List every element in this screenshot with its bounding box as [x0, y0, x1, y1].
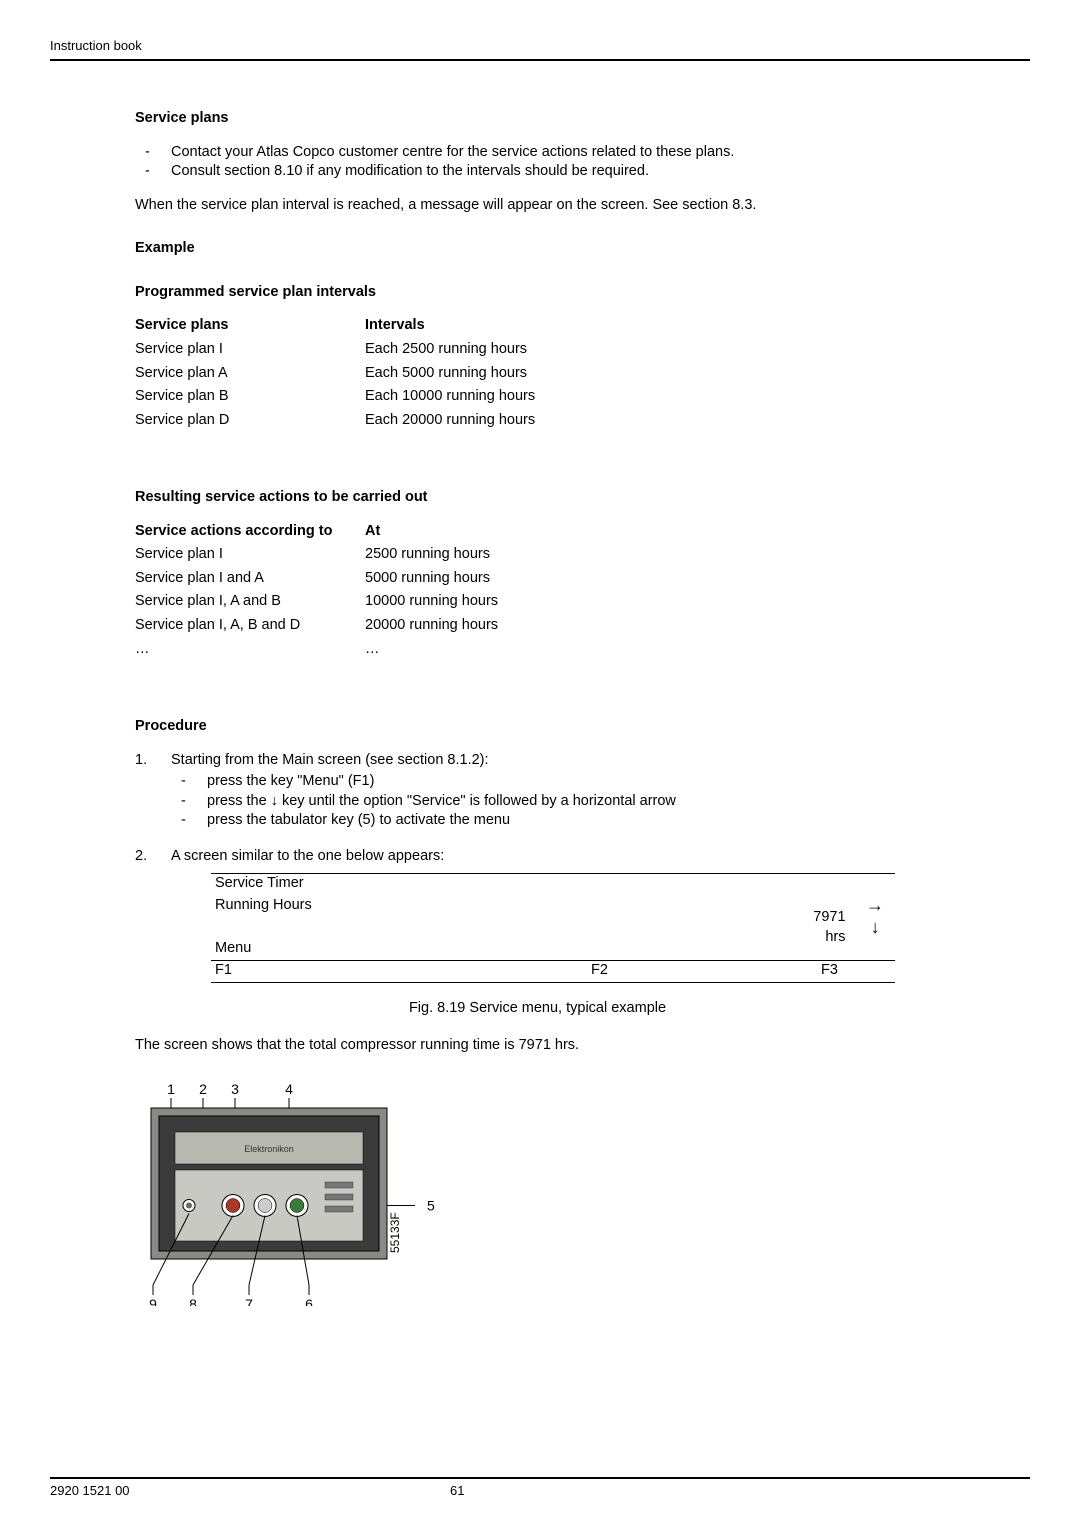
screen-f2: F2	[591, 961, 821, 981]
procedure-step: Starting from the Main screen (see secti…	[135, 751, 940, 831]
service-screen: Service Timer Running Hours → 7971 hrs ↓…	[211, 873, 895, 983]
svg-text:2: 2	[199, 1081, 207, 1097]
plans-row: Service plan A Each 5000 running hours	[135, 364, 940, 384]
actions-col1-h: Service actions according to	[135, 522, 365, 542]
example-heading: Example	[135, 239, 940, 259]
footer-doc-number: 2920 1521 00	[50, 1483, 450, 1498]
screen-f1: F1	[211, 961, 591, 981]
header-rule	[50, 59, 1030, 61]
figure-caption: Fig. 8.19 Service menu, typical example	[135, 999, 940, 1019]
actions-row: Service plan I, A and B 10000 running ho…	[135, 592, 940, 612]
interval-note: When the service plan interval is reache…	[135, 196, 940, 216]
procedure-list: Starting from the Main screen (see secti…	[135, 751, 940, 983]
plan-interval: Each 2500 running hours	[365, 340, 940, 360]
action-name: Service plan I, A, B and D	[135, 616, 365, 636]
action-name: …	[135, 640, 365, 660]
bullet-item: Contact your Atlas Copco customer centre…	[135, 143, 940, 163]
actions-col2-h: At	[365, 522, 940, 542]
service-plans-heading: Service plans	[135, 109, 940, 129]
action-at: 5000 running hours	[365, 569, 940, 589]
actions-row: Service plan I and A 5000 running hours	[135, 569, 940, 589]
procedure-heading: Procedure	[135, 717, 940, 737]
svg-text:6: 6	[305, 1296, 313, 1306]
svg-text:55133F: 55133F	[388, 1212, 402, 1253]
arrow-down-icon: ↓	[856, 915, 895, 939]
screen-value: 7971 hrs	[813, 908, 855, 947]
page-footer: 2920 1521 00 61	[50, 1477, 1030, 1498]
svg-text:3: 3	[231, 1081, 239, 1097]
svg-text:7: 7	[245, 1296, 253, 1306]
programmed-intervals-heading: Programmed service plan intervals	[135, 283, 940, 303]
svg-text:1: 1	[167, 1081, 175, 1097]
actions-row: Service plan I, A, B and D 20000 running…	[135, 616, 940, 636]
svg-text:Elektronikon: Elektronikon	[244, 1144, 294, 1154]
plans-row: Service plan I Each 2500 running hours	[135, 340, 940, 360]
plan-interval: Each 5000 running hours	[365, 364, 940, 384]
action-name: Service plan I	[135, 545, 365, 565]
plan-name: Service plan I	[135, 340, 365, 360]
closing-note: The screen shows that the total compress…	[135, 1036, 940, 1056]
procedure-substep: press the tabulator key (5) to activate …	[171, 811, 940, 831]
actions-row: … …	[135, 640, 940, 660]
resulting-actions-heading: Resulting service actions to be carried …	[135, 488, 940, 508]
procedure-substep: press the key "Menu" (F1)	[171, 772, 940, 792]
plans-row: Service plan B Each 10000 running hours	[135, 387, 940, 407]
plan-name: Service plan D	[135, 411, 365, 431]
procedure-substep: press the ↓ key until the option "Servic…	[171, 792, 940, 812]
screen-menu-label: Menu	[211, 939, 591, 959]
svg-text:5: 5	[427, 1197, 435, 1213]
arrow-right-icon: →	[855, 893, 895, 917]
screen-line-1: Service Timer	[211, 874, 591, 894]
actions-row: Service plan I 2500 running hours	[135, 545, 940, 565]
plan-name: Service plan B	[135, 387, 365, 407]
plans-col1-h: Service plans	[135, 316, 365, 336]
svg-text:8: 8	[189, 1296, 197, 1306]
action-at: 20000 running hours	[365, 616, 940, 636]
plan-interval: Each 20000 running hours	[365, 411, 940, 431]
footer-page-number: 61	[450, 1483, 1030, 1498]
action-at: 2500 running hours	[365, 545, 940, 565]
action-at: …	[365, 640, 940, 660]
bullet-item: Consult section 8.10 if any modification…	[135, 162, 940, 182]
svg-text:4: 4	[285, 1081, 293, 1097]
plans-col2-h: Intervals	[365, 316, 940, 336]
screen-f3: F3	[821, 961, 855, 981]
service-plans-bullets: Contact your Atlas Copco customer centre…	[135, 143, 940, 182]
page-content: Service plans Contact your Atlas Copco c…	[135, 109, 940, 1312]
control-panel-svg: Elektronikon 1 2 3 4 5 55133F 9 8 7 6	[129, 1076, 459, 1306]
screen-line-2: Running Hours	[211, 896, 591, 916]
plan-name: Service plan A	[135, 364, 365, 384]
procedure-step-lead: Starting from the Main screen (see secti…	[171, 752, 489, 768]
action-name: Service plan I and A	[135, 569, 365, 589]
header-title: Instruction book	[50, 38, 1030, 53]
control-panel-figure: Elektronikon 1 2 3 4 5 55133F 9 8 7 6	[129, 1076, 940, 1313]
footer-rule	[50, 1477, 1030, 1479]
svg-text:9: 9	[149, 1296, 157, 1306]
procedure-step-text: A screen similar to the one below appear…	[171, 848, 444, 864]
plans-table-header: Service plans Intervals	[135, 316, 940, 336]
action-at: 10000 running hours	[365, 592, 940, 612]
procedure-substeps: press the key "Menu" (F1) press the ↓ ke…	[171, 772, 940, 831]
plan-interval: Each 10000 running hours	[365, 387, 940, 407]
action-name: Service plan I, A and B	[135, 592, 365, 612]
plans-row: Service plan D Each 20000 running hours	[135, 411, 940, 431]
procedure-step: A screen similar to the one below appear…	[135, 847, 940, 983]
actions-table-header: Service actions according to At	[135, 522, 940, 542]
